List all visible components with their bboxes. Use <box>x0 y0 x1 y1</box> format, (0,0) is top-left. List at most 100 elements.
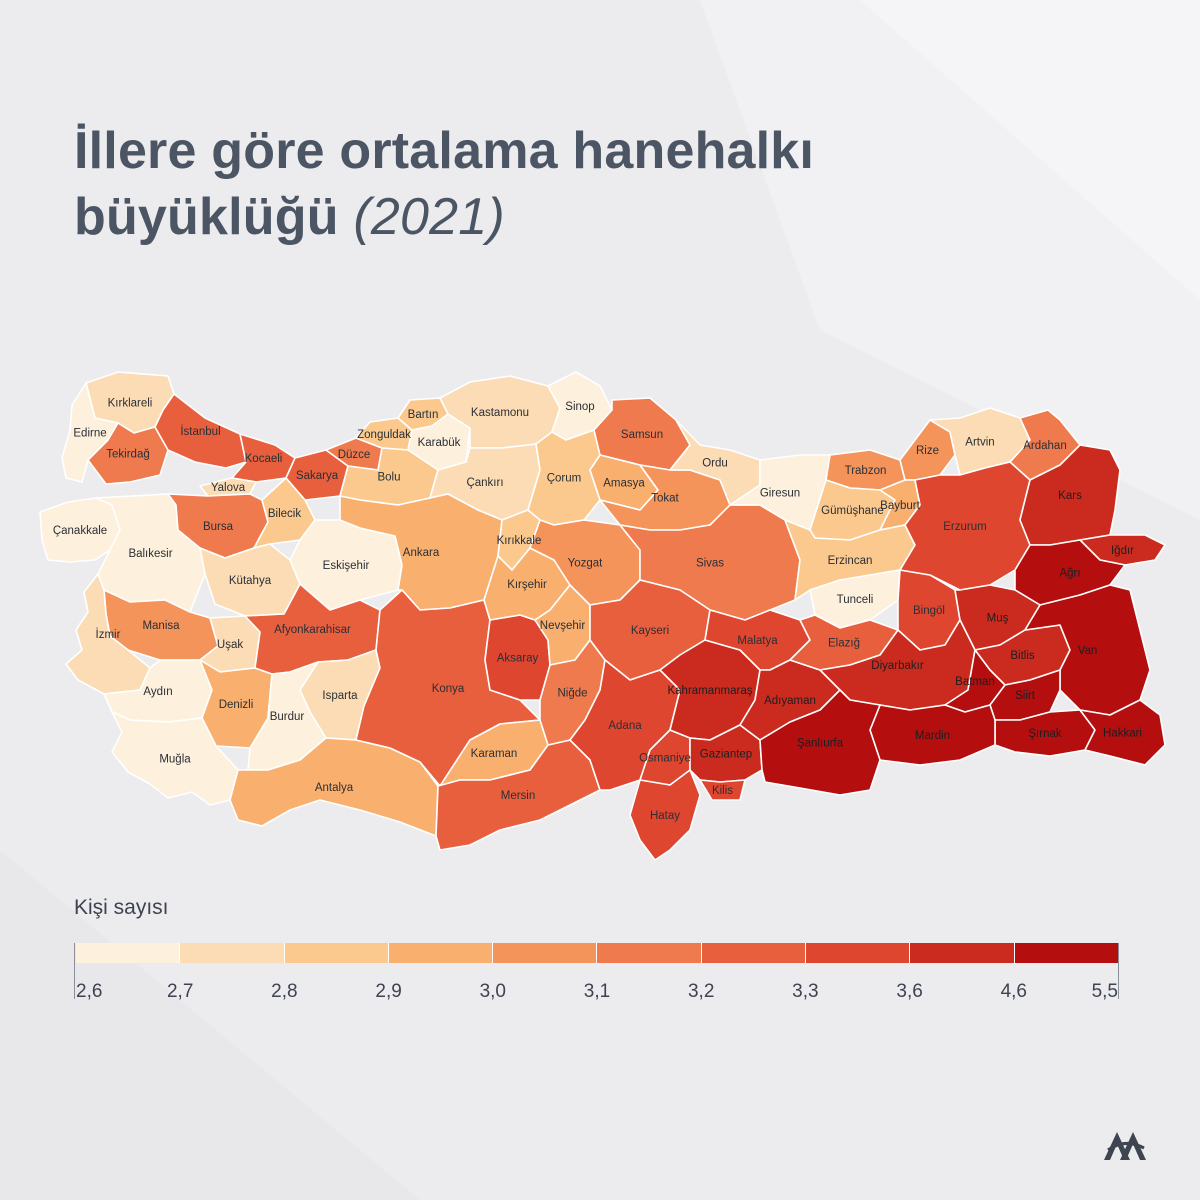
province-label: Balıkesir <box>128 548 172 560</box>
legend-swatch <box>493 943 598 963</box>
province-label: Kütahya <box>229 575 272 587</box>
province-label: Osmaniye <box>639 753 691 765</box>
province-label: Afyonkarahisar <box>274 624 351 636</box>
legend-tick-label: 3,6 <box>896 981 923 1002</box>
legend-tick-label: 3,2 <box>687 981 715 1002</box>
province-label: Çorum <box>547 473 582 485</box>
province-label: Karaman <box>471 748 518 760</box>
province-label: Bolu <box>377 472 400 484</box>
province-label: Çankırı <box>466 477 503 489</box>
province-label: Edirne <box>73 428 106 440</box>
province-gaziantep[interactable] <box>689 724 763 783</box>
province-label: Zonguldak <box>357 429 411 441</box>
province-label: Hatay <box>650 810 680 822</box>
province-label: Sakarya <box>296 470 339 482</box>
province-label: Konya <box>432 683 465 695</box>
province-label: Malatya <box>737 635 778 647</box>
province-label: Ardahan <box>1023 440 1066 452</box>
province-label: Bitlis <box>1010 650 1035 662</box>
province-label: Burdur <box>270 711 305 723</box>
province-label: Artvin <box>965 437 994 449</box>
province-label: Kars <box>1058 490 1082 502</box>
province-label: Adıyaman <box>764 695 816 707</box>
province-label: Erzurum <box>943 521 986 533</box>
province-label: Aydın <box>143 686 172 698</box>
province-label: Eskişehir <box>323 560 370 572</box>
province-label: Aksaray <box>497 653 539 665</box>
province-label: Tunceli <box>837 594 874 606</box>
province-edirne[interactable] <box>61 382 119 483</box>
province-label: Sivas <box>696 558 724 570</box>
province-label: Diyarbakır <box>871 660 924 672</box>
province-label: Mersin <box>501 790 536 802</box>
province-label: Bilecik <box>268 508 301 520</box>
province-label: Gaziantep <box>700 749 752 761</box>
province-label: Bayburt <box>880 500 920 512</box>
AA-logo <box>1104 1132 1146 1160</box>
province-label: Uşak <box>217 639 243 651</box>
province-kilis[interactable] <box>699 779 746 801</box>
province-label: Muş <box>987 613 1009 625</box>
province-hatay[interactable] <box>629 769 701 861</box>
province-kars[interactable] <box>1019 444 1121 546</box>
province-label: Tokat <box>651 493 679 505</box>
province-label: Kayseri <box>631 625 669 637</box>
legend-swatch <box>76 943 181 963</box>
province-label: Ağrı <box>1059 568 1080 580</box>
province-label: Iğdır <box>1111 545 1134 557</box>
province-label: Muğla <box>159 754 191 766</box>
province-label: Kırşehir <box>507 579 547 591</box>
province-label: Ordu <box>702 458 728 470</box>
province-label: Denizli <box>219 699 254 711</box>
legend-tick-label: 3,1 <box>583 981 611 1002</box>
province-mugla[interactable] <box>111 711 239 806</box>
legend-swatch <box>910 943 1015 963</box>
legend-axis-left <box>74 943 75 999</box>
legend-swatch <box>806 943 911 963</box>
province-kocaeli[interactable] <box>231 433 296 483</box>
legend-swatch <box>701 943 807 963</box>
legend-color-scale <box>76 943 1118 963</box>
province-hakkari[interactable] <box>1079 699 1166 766</box>
province-sanliurfa[interactable] <box>759 689 881 796</box>
province-label: Kastamonu <box>471 407 529 419</box>
province-label: Adana <box>608 720 642 732</box>
legend-axis-right <box>1118 943 1119 999</box>
legend-swatch <box>180 943 285 963</box>
province-label: Amasya <box>603 478 645 490</box>
province-label: Çanakkale <box>53 525 107 537</box>
province-label: Ankara <box>403 547 440 559</box>
title-main: İllere göre ortalama hanehalkı büyüklüğü <box>74 122 815 246</box>
province-label: Nevşehir <box>540 620 586 632</box>
title-year: (2021) <box>353 188 505 246</box>
legend-tick-label: 2,6 <box>76 981 103 1002</box>
province-label: Niğde <box>557 688 587 700</box>
province-label: Şanlıurfa <box>797 738 844 750</box>
province-label: Yozgat <box>568 558 604 570</box>
legend-title: Kişi sayısı <box>74 896 169 919</box>
province-label: Bartın <box>408 409 439 421</box>
province-label: İzmir <box>96 628 121 641</box>
province-label: Sinop <box>565 401 594 413</box>
province-yalova[interactable] <box>199 477 257 497</box>
province-label: Gümüşhane <box>821 505 884 517</box>
province-label: Şırnak <box>1028 728 1061 740</box>
province-label: Kahramanmaraş <box>667 685 752 697</box>
legend-swatch <box>388 943 494 963</box>
province-label: Bingöl <box>913 605 945 617</box>
province-label: Batman <box>955 676 995 688</box>
page-title: İllere göre ortalama hanehalkı büyüklüğü… <box>74 118 974 250</box>
province-tekirdag[interactable] <box>87 422 169 485</box>
province-label: Manisa <box>142 620 180 632</box>
province-label: Kocaeli <box>245 453 283 465</box>
legend-tick-label: 4,6 <box>1000 981 1028 1002</box>
legend-tick-label: 3,0 <box>479 981 507 1002</box>
province-label: Antalya <box>315 782 354 794</box>
province-label: Trabzon <box>845 465 887 477</box>
province-label: Elazığ <box>828 638 860 650</box>
legend-tick-label: 2,9 <box>375 981 402 1002</box>
province-label: Hakkari <box>1103 728 1142 740</box>
province-label: Mardin <box>915 730 950 742</box>
province-label: Karabük <box>418 437 461 449</box>
legend-swatch <box>597 943 702 963</box>
